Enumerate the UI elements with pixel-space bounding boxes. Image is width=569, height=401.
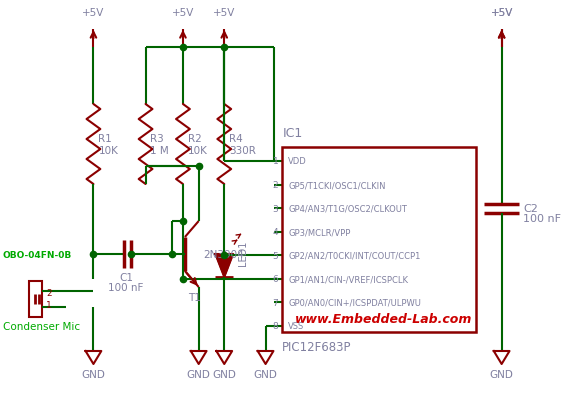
Text: Condenser Mic: Condenser Mic xyxy=(3,321,80,331)
Text: GP0/AN0/CIN+/ICSPDAT/ULPWU: GP0/AN0/CIN+/ICSPDAT/ULPWU xyxy=(288,298,421,307)
Text: www.Embedded-Lab.com: www.Embedded-Lab.com xyxy=(295,313,472,326)
Text: 2: 2 xyxy=(273,180,278,190)
Text: VDD: VDD xyxy=(288,157,307,166)
Text: R1
10K: R1 10K xyxy=(98,134,118,156)
Text: R3
1 M: R3 1 M xyxy=(150,134,169,156)
Text: GND: GND xyxy=(187,369,211,379)
Text: T1: T1 xyxy=(188,292,201,302)
Text: 1: 1 xyxy=(273,157,278,166)
Text: 7: 7 xyxy=(273,298,278,307)
Text: C1: C1 xyxy=(119,272,133,282)
Text: GP1/AN1/CIN-/VREF/ICSPCLK: GP1/AN1/CIN-/VREF/ICSPCLK xyxy=(288,275,408,284)
Text: VSS: VSS xyxy=(288,322,304,331)
Text: +5V: +5V xyxy=(213,8,236,18)
Text: GND: GND xyxy=(212,369,236,379)
Text: OBO-04FN-0B: OBO-04FN-0B xyxy=(3,250,72,259)
Text: 3: 3 xyxy=(273,204,278,213)
Text: GND: GND xyxy=(81,369,105,379)
Text: +5V: +5V xyxy=(83,8,105,18)
Text: LED1: LED1 xyxy=(238,240,248,265)
Bar xyxy=(282,148,476,332)
Text: 6: 6 xyxy=(273,275,278,284)
Text: +5V: +5V xyxy=(172,8,194,18)
Text: 100 nF: 100 nF xyxy=(108,282,143,292)
Text: GP5/T1CKI/OSC1/CLKIN: GP5/T1CKI/OSC1/CLKIN xyxy=(288,180,386,190)
Text: 5: 5 xyxy=(273,251,278,260)
Text: R4
330R: R4 330R xyxy=(229,134,256,156)
Polygon shape xyxy=(216,254,233,277)
Text: +5V: +5V xyxy=(490,8,513,18)
Text: GND: GND xyxy=(254,369,278,379)
Text: IC1: IC1 xyxy=(282,127,303,140)
Text: GND: GND xyxy=(490,369,514,379)
Text: 8: 8 xyxy=(273,322,278,331)
Bar xyxy=(28,281,42,317)
Text: GP3/MCLR/VPP: GP3/MCLR/VPP xyxy=(288,228,351,237)
Text: 2: 2 xyxy=(46,289,52,298)
Text: PIC12F683P: PIC12F683P xyxy=(282,340,352,353)
Text: GP4/AN3/T1G/OSC2/CLKOUT: GP4/AN3/T1G/OSC2/CLKOUT xyxy=(288,204,407,213)
Text: 100 nF: 100 nF xyxy=(523,213,561,223)
Text: C2: C2 xyxy=(523,203,538,213)
Text: +5V: +5V xyxy=(490,8,513,18)
Text: 4: 4 xyxy=(273,228,278,237)
Text: GP2/AN2/T0CKI/INT/COUT/CCP1: GP2/AN2/T0CKI/INT/COUT/CCP1 xyxy=(288,251,420,260)
Text: 1: 1 xyxy=(46,301,52,310)
Text: 2N3904: 2N3904 xyxy=(204,249,244,259)
Text: R2
10K: R2 10K xyxy=(188,134,208,156)
